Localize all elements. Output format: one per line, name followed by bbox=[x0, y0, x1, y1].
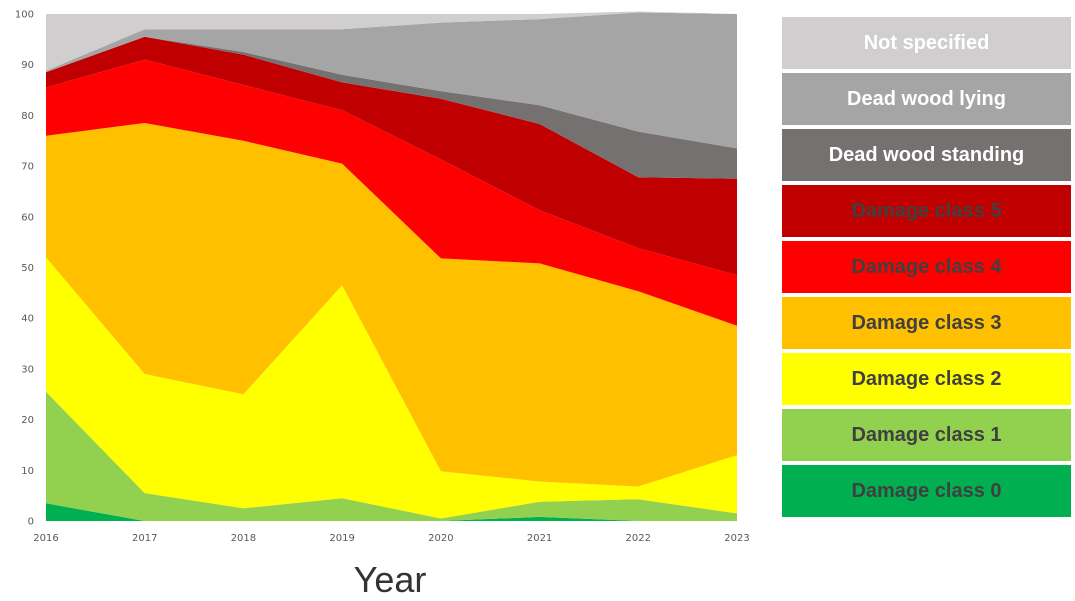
x-tick-label: 2019 bbox=[329, 533, 354, 544]
area-series-damage-class-2 bbox=[46, 257, 737, 519]
legend: Not specified Dead wood lying Dead wood st… bbox=[782, 17, 1071, 521]
x-tick-label: 2018 bbox=[231, 533, 256, 544]
x-tick-label: 2021 bbox=[527, 533, 552, 544]
legend-item-damage-class-5: Damage class 5 bbox=[782, 185, 1071, 237]
y-axis-ticks: 0 10 20 30 40 50 60 70 80 90 100 bbox=[15, 10, 34, 528]
x-tick-label: 2023 bbox=[724, 533, 749, 544]
y-tick-label: 90 bbox=[21, 60, 34, 71]
y-tick-label: 30 bbox=[21, 364, 34, 375]
area-series-damage-class-0 bbox=[46, 503, 737, 521]
legend-item-dead-wood-standing: Dead wood standing bbox=[782, 129, 1071, 181]
y-tick-label: 100 bbox=[15, 10, 34, 21]
y-tick-label: 20 bbox=[21, 415, 34, 426]
legend-item-dead-wood-lying: Dead wood lying bbox=[782, 73, 1071, 125]
legend-item-damage-class-0: Damage class 0 bbox=[782, 465, 1071, 517]
area-series-damage-class-5 bbox=[46, 36, 737, 276]
area-series-damage-class-3 bbox=[46, 123, 737, 487]
area-series-damage-class-4 bbox=[46, 59, 737, 326]
area-series-dead-wood-lying bbox=[46, 12, 737, 149]
y-tick-label: 80 bbox=[21, 111, 34, 122]
legend-item-damage-class-4: Damage class 4 bbox=[782, 241, 1071, 293]
area-series-dead-wood-standing bbox=[46, 36, 737, 179]
x-tick-label: 2016 bbox=[33, 533, 58, 544]
y-tick-label: 40 bbox=[21, 314, 34, 325]
y-tick-label: 10 bbox=[21, 466, 34, 477]
x-axis-ticks: 2016 2017 2018 2019 2020 2021 2022 2023 bbox=[33, 533, 749, 544]
legend-item-damage-class-2: Damage class 2 bbox=[782, 353, 1071, 405]
x-tick-label: 2020 bbox=[428, 533, 453, 544]
y-tick-label: 50 bbox=[21, 263, 34, 274]
y-tick-label: 60 bbox=[21, 212, 34, 223]
area-series-group bbox=[46, 11, 737, 521]
y-tick-label: 0 bbox=[28, 517, 34, 528]
area-series-not-specified bbox=[46, 11, 737, 71]
legend-item-damage-class-1: Damage class 1 bbox=[782, 409, 1071, 461]
legend-item-damage-class-3: Damage class 3 bbox=[782, 297, 1071, 349]
x-tick-label: 2022 bbox=[626, 533, 651, 544]
y-tick-label: 70 bbox=[21, 162, 34, 173]
x-axis-title: Year bbox=[354, 559, 427, 600]
legend-item-not-specified: Not specified bbox=[782, 17, 1071, 69]
area-series-damage-class-1 bbox=[46, 391, 737, 521]
x-tick-label: 2017 bbox=[132, 533, 157, 544]
